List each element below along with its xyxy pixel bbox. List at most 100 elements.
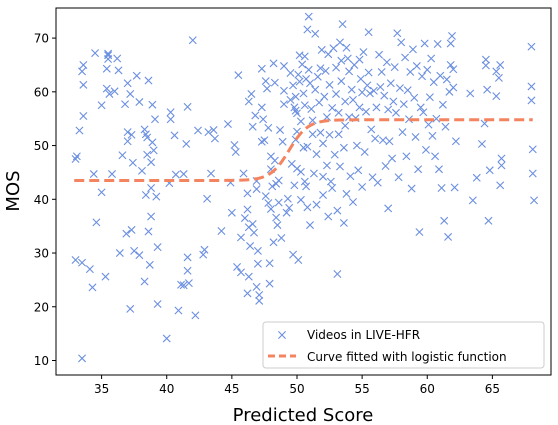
data-point bbox=[162, 334, 171, 343]
data-point bbox=[253, 246, 262, 255]
data-point bbox=[104, 49, 113, 58]
data-point bbox=[200, 245, 209, 254]
data-point bbox=[385, 137, 394, 146]
y-tick-label: 50 bbox=[34, 139, 49, 153]
data-point bbox=[298, 60, 307, 69]
data-point bbox=[333, 206, 342, 215]
data-point bbox=[152, 192, 161, 201]
data-point bbox=[328, 103, 337, 112]
data-point bbox=[227, 208, 236, 217]
data-point bbox=[123, 79, 132, 88]
data-point bbox=[279, 86, 288, 95]
data-point bbox=[394, 173, 403, 182]
data-point bbox=[257, 103, 266, 112]
data-point bbox=[204, 128, 213, 137]
data-point bbox=[193, 126, 202, 135]
data-point bbox=[141, 191, 150, 199]
data-point bbox=[123, 128, 132, 137]
data-point bbox=[415, 228, 424, 237]
data-point bbox=[391, 108, 400, 117]
data-point bbox=[339, 143, 348, 152]
data-point bbox=[365, 89, 374, 98]
data-point bbox=[371, 134, 380, 143]
data-point bbox=[239, 169, 248, 178]
data-point bbox=[442, 75, 451, 84]
data-point bbox=[424, 120, 433, 129]
data-point bbox=[266, 204, 275, 213]
x-axis-label: Predicted Score bbox=[233, 405, 374, 425]
data-point bbox=[343, 54, 352, 63]
data-point bbox=[127, 130, 136, 139]
data-point bbox=[269, 59, 278, 68]
data-point bbox=[363, 81, 372, 90]
data-point bbox=[264, 123, 273, 132]
data-point bbox=[307, 105, 316, 114]
data-point bbox=[144, 76, 153, 85]
data-point bbox=[341, 97, 350, 106]
data-point bbox=[448, 31, 456, 40]
data-point bbox=[349, 197, 357, 206]
data-point bbox=[449, 83, 458, 92]
data-point bbox=[401, 53, 410, 62]
data-point bbox=[421, 145, 430, 154]
data-point bbox=[311, 85, 320, 94]
data-point bbox=[283, 194, 292, 203]
data-point bbox=[418, 72, 427, 81]
data-point bbox=[429, 78, 438, 87]
data-point bbox=[79, 112, 88, 120]
data-point bbox=[317, 45, 326, 54]
data-point bbox=[303, 25, 312, 34]
data-point bbox=[251, 111, 260, 120]
data-point bbox=[316, 64, 325, 73]
data-point bbox=[390, 63, 399, 72]
data-point bbox=[376, 82, 385, 91]
data-point bbox=[183, 253, 192, 262]
x-tick-label: 35 bbox=[94, 382, 109, 396]
data-point bbox=[342, 189, 351, 198]
data-point bbox=[380, 91, 389, 100]
data-point bbox=[395, 84, 404, 93]
data-point bbox=[484, 216, 493, 225]
data-point bbox=[382, 58, 391, 67]
data-point bbox=[372, 103, 381, 112]
y-tick-label: 30 bbox=[34, 247, 49, 261]
data-point bbox=[132, 71, 141, 80]
data-point bbox=[78, 354, 87, 363]
data-point bbox=[306, 221, 315, 230]
data-point bbox=[210, 134, 219, 143]
data-point bbox=[337, 77, 346, 86]
data-point bbox=[402, 152, 411, 161]
data-point bbox=[436, 71, 445, 80]
data-point bbox=[437, 184, 446, 192]
data-point bbox=[377, 67, 386, 76]
data-point bbox=[230, 141, 239, 150]
data-point bbox=[179, 281, 188, 290]
data-point bbox=[407, 184, 416, 193]
data-point bbox=[126, 89, 135, 98]
data-point bbox=[303, 142, 312, 151]
x-tick-label: 50 bbox=[289, 382, 304, 396]
data-point bbox=[282, 208, 291, 217]
data-point bbox=[308, 116, 317, 125]
data-point bbox=[299, 89, 308, 98]
data-point bbox=[334, 130, 343, 139]
data-point bbox=[397, 38, 406, 47]
data-point bbox=[300, 101, 309, 110]
data-point bbox=[364, 68, 373, 77]
data-point bbox=[527, 82, 536, 91]
data-point bbox=[183, 266, 192, 275]
data-point bbox=[270, 78, 279, 87]
data-point bbox=[101, 272, 110, 281]
data-point bbox=[102, 64, 111, 73]
x-tick-label: 55 bbox=[354, 382, 369, 396]
data-point bbox=[104, 51, 113, 60]
data-point bbox=[114, 66, 123, 75]
data-point bbox=[333, 269, 342, 278]
y-axis-label: MOS bbox=[3, 170, 24, 211]
y-tick-label: 60 bbox=[34, 85, 49, 99]
data-point bbox=[277, 233, 286, 242]
data-point bbox=[240, 214, 249, 223]
data-point bbox=[203, 194, 212, 203]
data-point bbox=[334, 108, 343, 117]
